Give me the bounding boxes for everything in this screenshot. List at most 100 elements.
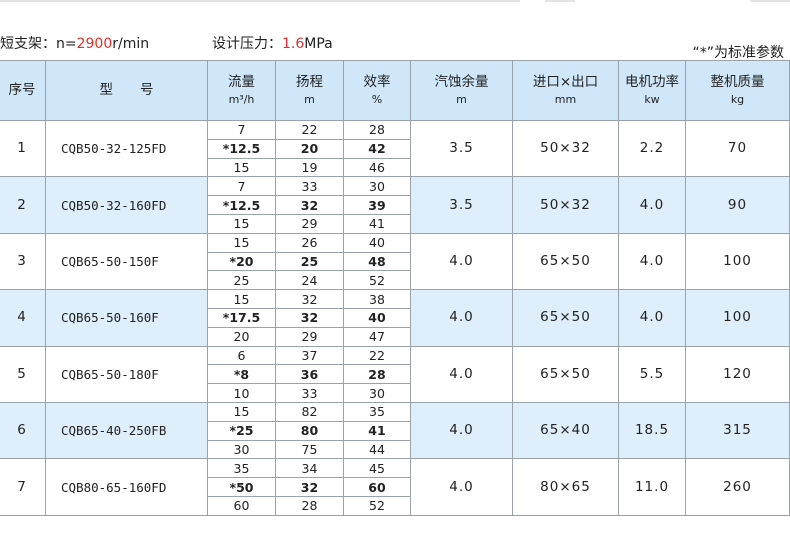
head-cell: 29 — [275, 213, 344, 234]
ports-cell: 50×32 — [512, 119, 619, 178]
row-number: 2 — [0, 176, 46, 234]
row-number: 6 — [0, 401, 46, 460]
table-row: 15 19 46 — [0, 157, 790, 178]
top-divider — [0, 0, 520, 2]
row-number: 7 — [0, 458, 46, 516]
flow-cell: *50 — [207, 477, 276, 497]
ports-cell: 65×50 — [512, 289, 619, 347]
power-cell: 2.2 — [618, 119, 686, 178]
model-cell: CQB65-50-160F — [45, 289, 208, 347]
column-header-model: 型 号 — [45, 60, 208, 121]
mass-cell: 260 — [685, 458, 790, 516]
efficiency-cell: 40 — [343, 232, 411, 253]
column-header-no: 序号 — [0, 60, 46, 121]
flow-cell: *20 — [207, 251, 276, 272]
table-row: *50 32 60 — [0, 477, 790, 497]
row-number: 4 — [0, 289, 46, 347]
column-label: 效率 — [363, 73, 391, 90]
efficiency-cell: 39 — [343, 195, 411, 215]
efficiency-cell: 47 — [343, 326, 411, 347]
flow-cell: *12.5 — [207, 195, 276, 215]
npsh-cell: 3.5 — [410, 119, 513, 178]
flow-cell: 15 — [207, 401, 276, 422]
speed-value: 2900 — [76, 36, 113, 52]
table-row: 10 33 30 — [0, 383, 790, 403]
efficiency-cell: 30 — [343, 383, 411, 403]
head-cell: 22 — [275, 120, 344, 140]
pressure-label: 设计压力： — [212, 36, 282, 52]
efficiency-cell: 60 — [343, 477, 411, 497]
npsh-cell: 4.0 — [410, 458, 513, 516]
speed-unit: r/min — [112, 36, 150, 52]
efficiency-cell: 38 — [343, 289, 411, 309]
column-unit: m — [304, 92, 315, 106]
mass-cell: 100 — [685, 289, 790, 347]
speed-info: 短支架：n=2900r/min — [0, 33, 149, 53]
power-cell: 4.0 — [618, 289, 686, 347]
head-cell: 24 — [275, 270, 344, 291]
model-cell: CQB65-40-250FB — [45, 401, 208, 460]
power-cell: 5.5 — [618, 345, 686, 403]
column-unit: % — [371, 92, 383, 106]
power-cell: 4.0 — [618, 176, 686, 234]
table-row: 3 CQB65-50-150F 15 26 40 4.0 65×50 4.0 100 — [0, 232, 790, 291]
head-cell: 34 — [275, 458, 344, 479]
efficiency-cell: 41 — [343, 213, 411, 234]
table-row: *8 36 28 — [0, 364, 790, 385]
flow-cell: *12.5 — [207, 138, 276, 159]
model-cell: CQB50-32-125FD — [45, 119, 208, 178]
mass-cell: 90 — [685, 176, 790, 234]
table-row: *25 80 41 — [0, 420, 790, 441]
npsh-cell: 3.5 — [410, 176, 513, 234]
npsh-cell: 4.0 — [410, 345, 513, 403]
table-row: 20 29 47 — [0, 326, 790, 347]
table-row: 6 CQB65-40-250FB 15 82 35 4.0 65×40 18.5 315 — [0, 401, 790, 460]
column-header-ports: 进口×出口 mm — [512, 60, 619, 121]
mass-cell: 120 — [685, 345, 790, 403]
pressure-info: 设计压力：1.6MPa — [212, 33, 333, 53]
column-label: 型 号 — [99, 82, 154, 98]
head-cell: 32 — [275, 477, 344, 497]
flow-cell: 7 — [207, 120, 276, 140]
head-cell: 80 — [275, 420, 344, 441]
ports-cell: 65×40 — [512, 401, 619, 460]
head-cell: 26 — [275, 232, 344, 253]
flow-cell: 60 — [207, 495, 276, 516]
efficiency-cell: 48 — [343, 251, 411, 272]
head-cell: 37 — [275, 345, 344, 366]
head-cell: 28 — [275, 495, 344, 516]
flow-cell: 10 — [207, 383, 276, 403]
row-number: 3 — [0, 232, 46, 291]
flow-cell: 35 — [207, 458, 276, 479]
table-row: 60 28 52 — [0, 495, 790, 516]
flow-cell: 6 — [207, 345, 276, 366]
flow-cell: 15 — [207, 213, 276, 234]
head-cell: 75 — [275, 439, 344, 460]
table-row: 5 CQB65-50-180F 6 37 22 4.0 65×50 5.5 120 — [0, 345, 790, 403]
pressure-unit: MPa — [304, 36, 333, 52]
head-cell: 36 — [275, 364, 344, 385]
efficiency-cell: 46 — [343, 157, 411, 178]
standard-note: “*”为标准参数 — [692, 45, 784, 61]
column-label: 整机质量 — [710, 73, 765, 90]
row-number: 1 — [0, 119, 46, 178]
column-header-head: 扬程 m — [275, 60, 344, 121]
head-cell: 29 — [275, 326, 344, 347]
efficiency-cell: 28 — [343, 120, 411, 140]
ports-cell: 80×65 — [512, 458, 619, 516]
flow-cell: 15 — [207, 157, 276, 178]
table-row: 15 29 41 — [0, 213, 790, 234]
table-row: *17.5 32 40 — [0, 307, 790, 328]
power-cell: 18.5 — [618, 401, 686, 460]
model-cell: CQB80-65-160FD — [45, 458, 208, 516]
flow-cell: 15 — [207, 289, 276, 309]
column-label: 进口×出口 — [532, 73, 599, 90]
head-cell: 20 — [275, 138, 344, 159]
npsh-cell: 4.0 — [410, 401, 513, 460]
efficiency-cell: 35 — [343, 401, 411, 422]
column-label: 序号 — [8, 82, 36, 98]
head-cell: 32 — [275, 307, 344, 328]
top-divider — [545, 0, 575, 2]
model-cell: CQB50-32-160FD — [45, 176, 208, 234]
ports-cell: 50×32 — [512, 176, 619, 234]
